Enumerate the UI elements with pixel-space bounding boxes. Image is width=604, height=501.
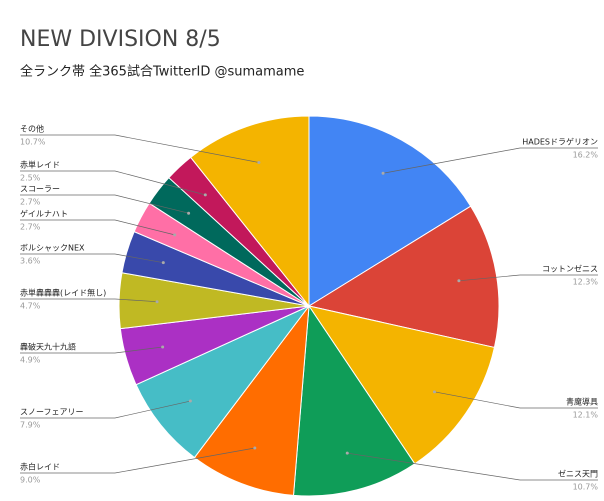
slice-label: ゲイルナハト — [20, 209, 68, 219]
leader-line — [114, 170, 206, 196]
slice-label: 青魔導具 — [566, 397, 598, 407]
leader-dot — [161, 261, 165, 265]
slice-label: ゼニス天門 — [558, 469, 598, 479]
slice-value-label: 9.0% — [20, 476, 41, 485]
pie-slice — [193, 304, 310, 496]
leader-line — [114, 346, 163, 354]
slice-value-label: 12.3% — [573, 278, 599, 287]
slice-label: HADESドラゲリオン — [522, 137, 598, 147]
slice-value-label: 3.6% — [20, 257, 41, 266]
pie-slice — [189, 115, 310, 308]
leader-dot — [161, 345, 165, 349]
leader-dot — [155, 300, 159, 304]
slice-label: 赤白レイド — [20, 462, 60, 472]
pie-slice — [292, 304, 416, 497]
slice-value-label: 16.2% — [573, 151, 599, 160]
chart-title: NEW DIVISION 8/5 — [20, 27, 221, 52]
slice-value-label: 7.9% — [20, 421, 41, 430]
leader-line — [434, 391, 521, 409]
leader-line — [114, 298, 158, 303]
leader-dot — [257, 161, 261, 165]
slice-label: 赤単レイド — [20, 160, 60, 170]
slice-value-label: 2.5% — [20, 174, 41, 183]
slice-label: 赤単轟轟轟(レイド無し) — [20, 288, 106, 298]
leader-line — [114, 134, 259, 163]
leader-dot — [432, 390, 436, 394]
leader-line — [114, 219, 175, 236]
slice-label: その他 — [20, 124, 44, 134]
leader-dot — [457, 279, 461, 283]
pie-slice — [308, 115, 472, 307]
pie-slice — [135, 305, 310, 459]
leader-line — [458, 274, 521, 282]
slice-value-label: 10.7% — [20, 138, 46, 147]
slice-label: スノーフェアリー — [20, 408, 84, 417]
pie-slice — [307, 305, 496, 465]
slice-label: コットンゼニス — [542, 264, 598, 274]
leader-dot — [253, 446, 257, 450]
leader-line — [382, 147, 521, 174]
slice-value-label: 2.7% — [20, 198, 41, 207]
leader-dot — [187, 211, 191, 215]
leader-dot — [173, 233, 177, 237]
slice-label: 轟破天九十九語 — [20, 342, 76, 352]
leader-line — [114, 253, 164, 264]
slice-value-label: 2.7% — [20, 223, 41, 232]
leader-dot — [381, 171, 385, 175]
leader-line — [114, 194, 189, 214]
slice-value-label: 12.1% — [573, 411, 599, 420]
leader-line — [114, 447, 255, 474]
chart-subtitle: 全ランク帯 全365試合TwitterID @sumamame — [20, 64, 304, 80]
leader-dot — [345, 451, 349, 455]
pie-slice — [307, 205, 500, 349]
slice-value-label: 4.7% — [20, 302, 41, 311]
slice-label: ボルシャックNEX — [20, 244, 85, 253]
slice-label: スコーラー — [20, 185, 60, 194]
leader-line — [347, 452, 521, 481]
slice-value-label: 10.7% — [573, 483, 599, 492]
leader-line — [114, 400, 191, 419]
leader-dot — [203, 193, 207, 197]
slice-value-label: 4.9% — [20, 356, 41, 365]
leader-dot — [188, 399, 192, 403]
